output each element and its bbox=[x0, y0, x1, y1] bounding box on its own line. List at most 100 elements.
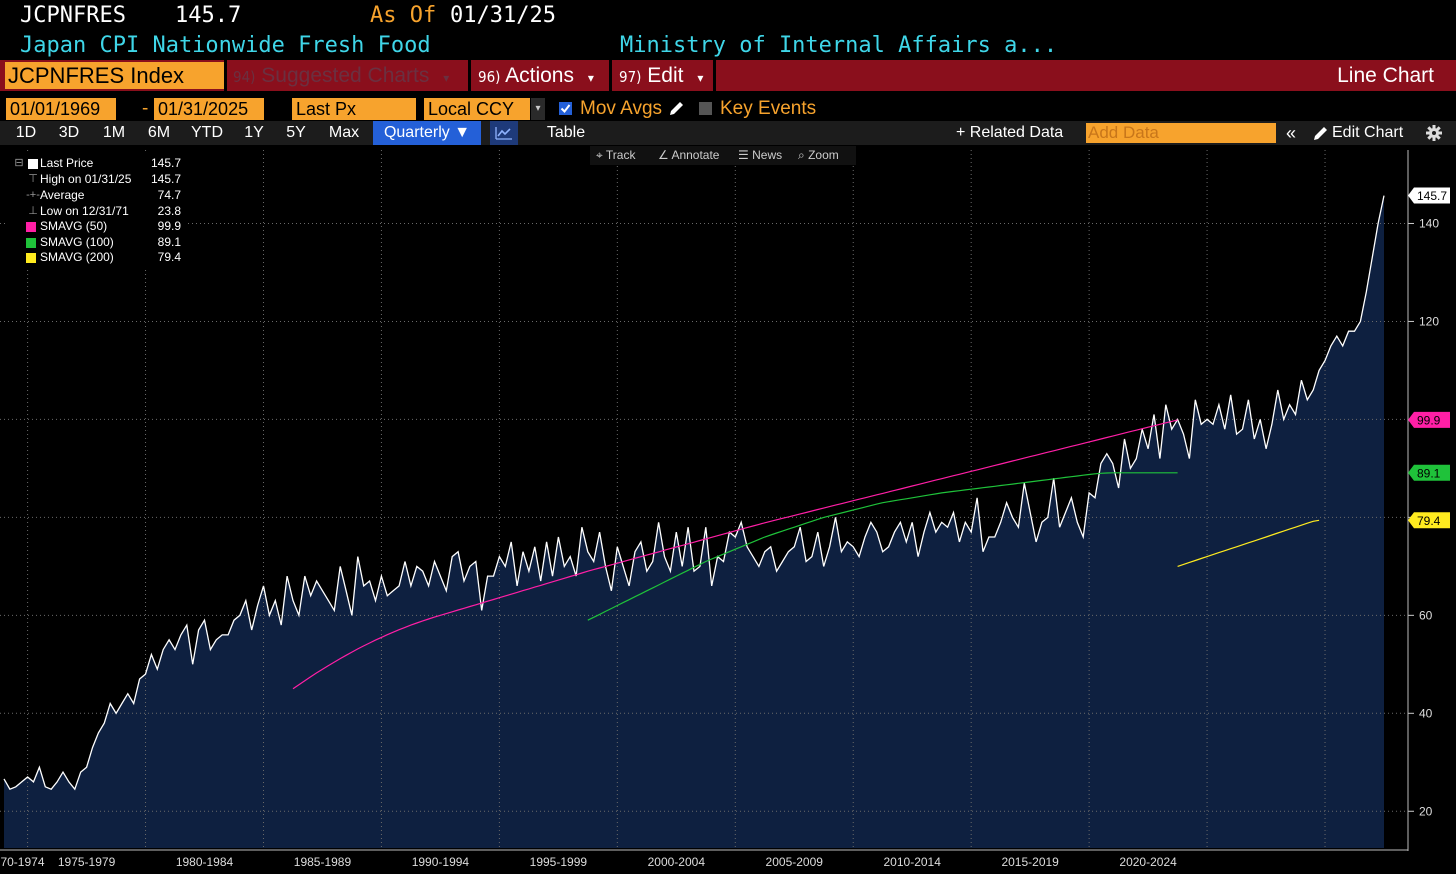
track-tool[interactable]: ⌖ Track bbox=[596, 148, 636, 162]
x-tick-label: 1980-1984 bbox=[176, 855, 234, 869]
currency-select[interactable]: Local CCY bbox=[424, 98, 530, 120]
annotate-icon: ∠ bbox=[658, 148, 669, 162]
zoom-tool[interactable]: ⌕ Zoom bbox=[798, 148, 839, 162]
moving-average-line bbox=[292, 419, 1178, 690]
pencil-icon[interactable] bbox=[1312, 125, 1329, 142]
as-of-date: 01/31/25 bbox=[450, 3, 556, 28]
chart-tools-bar: ⌖ Track ∠ Annotate ☰ News ⌕ Zoom bbox=[590, 146, 856, 165]
mov-avgs-checkbox[interactable] bbox=[559, 102, 572, 115]
actions-label: Actions bbox=[505, 64, 574, 87]
chart-settings-row: 01/01/1969 - 01/31/2025 Last Px Local CC… bbox=[0, 97, 1456, 121]
range-1y[interactable]: 1Y bbox=[244, 124, 264, 141]
mov-avgs-label: Mov Avgs bbox=[580, 98, 663, 119]
edit-label: Edit bbox=[647, 64, 684, 87]
calendar-icon[interactable] bbox=[270, 100, 280, 115]
sma200-tag: 79.4 bbox=[1417, 514, 1441, 528]
annotate-tool[interactable]: ∠ Annotate bbox=[658, 148, 720, 162]
edit-chart-button[interactable]: Edit Chart bbox=[1332, 124, 1404, 141]
chevron-down-icon: ▾ bbox=[443, 71, 450, 85]
last-price: 145.7 bbox=[175, 3, 242, 28]
y-tick-label: 40 bbox=[1419, 706, 1433, 720]
legend-sma100[interactable]: SMAVG (100) 89.1 bbox=[8, 235, 187, 250]
suggested-charts-label: Suggested Charts bbox=[261, 64, 430, 87]
x-tick-label: 1985-1989 bbox=[294, 855, 352, 869]
chevron-down-icon: ▾ bbox=[587, 71, 594, 85]
security-field[interactable]: JCPNFRES Index bbox=[5, 62, 224, 89]
legend-high: ⊤ High on 01/31/25 145.7 bbox=[28, 172, 181, 186]
legend-average: -+- Average 74.7 bbox=[26, 188, 181, 202]
suggested-charts-number: 94) bbox=[233, 68, 256, 86]
legend-low: ⊥ Low on 12/31/71 23.8 bbox=[28, 204, 181, 218]
edit-number: 97) bbox=[619, 68, 642, 86]
x-tick-label: 2020-2024 bbox=[1119, 855, 1177, 869]
range-5y[interactable]: 5Y bbox=[286, 124, 306, 141]
last-price-tag-bg bbox=[1408, 187, 1450, 204]
start-date-field[interactable]: 01/01/1969 bbox=[6, 98, 116, 120]
sma50-tag-bg bbox=[1408, 411, 1450, 428]
news-icon: ☰ bbox=[738, 148, 749, 162]
x-tick-label: 2010-2014 bbox=[884, 855, 942, 869]
x-tick-label: 2000-2004 bbox=[648, 855, 706, 869]
x-tick-label: 2005-2009 bbox=[766, 855, 824, 869]
range-6m[interactable]: 6M bbox=[147, 124, 171, 141]
crosshair-icon: ⌖ bbox=[596, 148, 603, 162]
price-area-fill bbox=[4, 195, 1384, 849]
key-events-checkbox[interactable] bbox=[699, 102, 712, 115]
collapse-icon[interactable]: « bbox=[1285, 123, 1296, 143]
price-chart[interactable]: 204060801001201401970-19741975-19791980-… bbox=[0, 145, 1456, 874]
as-of-label: As Of bbox=[370, 3, 437, 28]
sma100-tag-bg bbox=[1408, 464, 1450, 481]
end-date-field[interactable]: 01/31/2025 bbox=[154, 98, 264, 120]
chart-type-title: Line Chart bbox=[1337, 64, 1434, 87]
date-separator: - bbox=[142, 98, 149, 119]
sma200-tag-bg bbox=[1408, 512, 1450, 529]
edit-menu[interactable]: 97) Edit ▾ bbox=[619, 60, 703, 91]
calendar-icon[interactable] bbox=[122, 100, 132, 115]
pencil-icon[interactable] bbox=[667, 100, 685, 118]
currency-dropdown-icon[interactable]: ▾ bbox=[531, 98, 545, 120]
y-tick-label: 20 bbox=[1419, 804, 1433, 818]
x-tick-label: 1975-1979 bbox=[58, 855, 116, 869]
suggested-charts-menu[interactable]: 94) Suggested Charts ▾ bbox=[233, 60, 449, 91]
sma50-tag: 99.9 bbox=[1417, 413, 1441, 427]
sma100-tag: 89.1 bbox=[1417, 466, 1441, 480]
legend-sma50[interactable]: SMAVG (50) 99.9 bbox=[8, 219, 187, 234]
chevron-down-icon: ▾ bbox=[697, 71, 704, 85]
moving-average-line bbox=[1177, 519, 1320, 567]
actions-menu[interactable]: 96) Actions ▾ bbox=[478, 60, 594, 91]
security-description: Japan CPI Nationwide Fresh Food bbox=[20, 33, 431, 58]
x-tick-label: 1970-1974 bbox=[0, 855, 45, 869]
range-ytd[interactable]: YTD bbox=[191, 124, 223, 141]
range-3d[interactable]: 3D bbox=[58, 124, 80, 141]
x-tick-label: 1995-1999 bbox=[530, 855, 588, 869]
gear-icon[interactable] bbox=[1425, 124, 1443, 142]
moving-average-line bbox=[587, 472, 1178, 621]
y-tick-label: 60 bbox=[1419, 608, 1433, 622]
news-tool[interactable]: ☰ News bbox=[738, 148, 783, 162]
range-1d[interactable]: 1D bbox=[15, 124, 37, 141]
ticker: JCPNFRES bbox=[20, 3, 126, 28]
checkmark-icon bbox=[560, 104, 571, 114]
line-chart-icon bbox=[495, 127, 512, 140]
range-toolbar: 1D 3D 1M 6M YTD 1Y 5Y Max Quarterly ▼ Ta… bbox=[0, 121, 1456, 145]
price-line bbox=[3, 195, 1385, 791]
line-chart-view-button[interactable] bbox=[490, 121, 518, 145]
legend-sma200[interactable]: SMAVG (200) 79.4 bbox=[8, 250, 187, 265]
y-tick-label: 120 bbox=[1419, 314, 1439, 328]
legend-last-price[interactable]: ⊟ Last Price 145.7 bbox=[14, 156, 181, 170]
related-data-button[interactable]: + Related Data bbox=[956, 124, 1064, 141]
last-price-tag: 145.7 bbox=[1417, 189, 1447, 203]
zoom-icon: ⌕ bbox=[798, 148, 805, 162]
actions-number: 96) bbox=[478, 68, 501, 86]
chart-legend: ⊟ Last Price 145.7 ⊤ High on 01/31/25 14… bbox=[8, 154, 187, 268]
add-data-input[interactable]: Add Data bbox=[1086, 123, 1276, 143]
data-source: Ministry of Internal Affairs a... bbox=[620, 33, 1058, 58]
command-bar: JCPNFRES Index 94) Suggested Charts ▾ 96… bbox=[0, 60, 1456, 91]
x-tick-label: 1990-1994 bbox=[412, 855, 470, 869]
table-view-button[interactable]: Table bbox=[546, 124, 586, 141]
range-max[interactable]: Max bbox=[328, 124, 360, 141]
range-1m[interactable]: 1M bbox=[102, 124, 126, 141]
key-events-label: Key Events bbox=[720, 98, 817, 119]
price-field-select[interactable]: Last Px bbox=[292, 98, 416, 120]
periodicity-select[interactable]: Quarterly ▼ bbox=[373, 121, 481, 145]
